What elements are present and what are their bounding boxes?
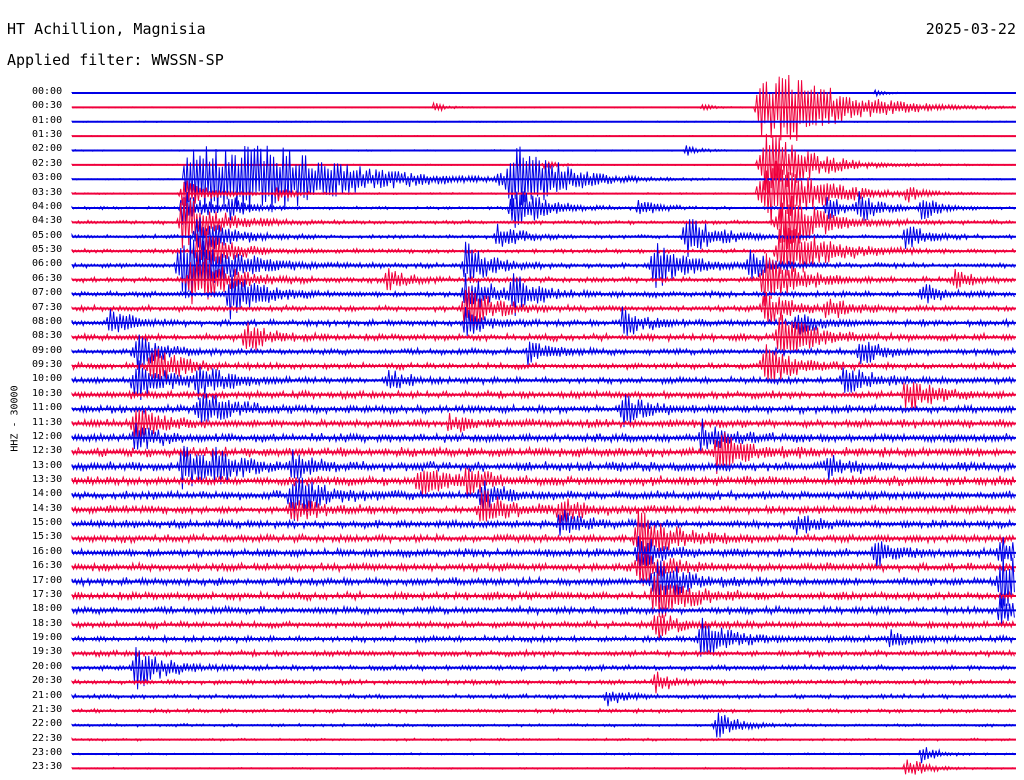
tick-label: 02:00 bbox=[32, 143, 63, 155]
seismic-trace-1400 bbox=[71, 477, 1015, 521]
tick-label: 01:00 bbox=[32, 114, 63, 126]
tick-label: 03:00 bbox=[32, 172, 63, 184]
tick-label: 13:30 bbox=[32, 473, 63, 485]
seismic-trace-1830 bbox=[71, 615, 1015, 641]
tick-label: 08:00 bbox=[32, 315, 63, 327]
seismic-trace-2330 bbox=[71, 759, 1015, 775]
seismic-trace-0630 bbox=[71, 253, 1015, 306]
tick-label: 22:00 bbox=[32, 718, 63, 730]
filter-label: Applied filter: WWSSN-SP bbox=[7, 51, 224, 69]
tick-label: 10:00 bbox=[32, 373, 63, 385]
tick-label: 15:00 bbox=[32, 517, 63, 529]
seismic-trace-1430 bbox=[71, 490, 1015, 526]
tick-label: 21:00 bbox=[32, 689, 63, 701]
tick-label: 00:00 bbox=[32, 86, 63, 97]
tick-label: 18:00 bbox=[32, 603, 63, 615]
tick-label: 03:30 bbox=[32, 186, 63, 198]
tick-label: 15:30 bbox=[32, 531, 63, 543]
seismic-trace-2100 bbox=[71, 691, 1015, 707]
seismic-trace-1500 bbox=[71, 509, 1015, 536]
tick-label: 09:00 bbox=[32, 344, 63, 356]
tick-label: 07:00 bbox=[32, 287, 63, 299]
tick-label: 01:30 bbox=[32, 129, 63, 141]
tick-label: 11:30 bbox=[32, 416, 63, 428]
tick-label: 16:30 bbox=[32, 560, 63, 572]
tick-label: 02:30 bbox=[32, 157, 63, 169]
seismic-trace-2300 bbox=[71, 747, 1015, 764]
tick-label: 04:00 bbox=[32, 200, 63, 212]
tick-label: 19:30 bbox=[32, 646, 63, 658]
tick-label: 12:30 bbox=[32, 445, 63, 457]
tick-label: 08:30 bbox=[32, 330, 63, 342]
tick-label: 00:30 bbox=[32, 100, 63, 112]
tick-label: 23:00 bbox=[32, 747, 63, 759]
seismic-trace-1000 bbox=[71, 360, 1015, 401]
tick-label: 19:00 bbox=[32, 632, 63, 644]
seismic-trace-1130 bbox=[71, 409, 1015, 440]
tick-label: 23:30 bbox=[32, 761, 63, 773]
tick-label: 14:30 bbox=[32, 502, 63, 514]
tick-label: 21:30 bbox=[32, 703, 63, 715]
tick-label: 05:30 bbox=[32, 244, 63, 256]
date-label: 2025-03-22 bbox=[925, 20, 1016, 38]
tick-label: 16:00 bbox=[32, 545, 63, 557]
seismic-trace-1030 bbox=[71, 382, 1015, 412]
tick-label: 07:30 bbox=[32, 301, 63, 313]
tick-label: 17:30 bbox=[32, 588, 63, 600]
tick-label: 14:00 bbox=[32, 488, 63, 500]
seismic-trace-1600 bbox=[71, 536, 1015, 570]
tick-label: 22:30 bbox=[32, 732, 63, 744]
seismic-trace-1300 bbox=[71, 445, 1015, 490]
station-title: HT Achillion, Magnisia bbox=[7, 20, 206, 38]
tick-label: 09:30 bbox=[32, 359, 63, 371]
tick-label: 17:00 bbox=[32, 574, 63, 586]
tick-label: 06:30 bbox=[32, 272, 63, 284]
seismic-trace-1230 bbox=[71, 432, 1015, 475]
tick-label: 20:00 bbox=[32, 660, 63, 672]
tick-label: 18:30 bbox=[32, 617, 63, 629]
tick-label: 13:00 bbox=[32, 459, 63, 471]
tick-label: 20:30 bbox=[32, 675, 63, 687]
tick-label: 11:00 bbox=[32, 402, 63, 414]
tick-label: 06:00 bbox=[32, 258, 63, 270]
tick-label: 10:30 bbox=[32, 387, 63, 399]
tick-label: 05:00 bbox=[32, 229, 63, 241]
seismic-trace-1200 bbox=[71, 418, 1015, 452]
tick-label: 12:00 bbox=[32, 430, 63, 442]
tick-label: 04:30 bbox=[32, 215, 63, 227]
